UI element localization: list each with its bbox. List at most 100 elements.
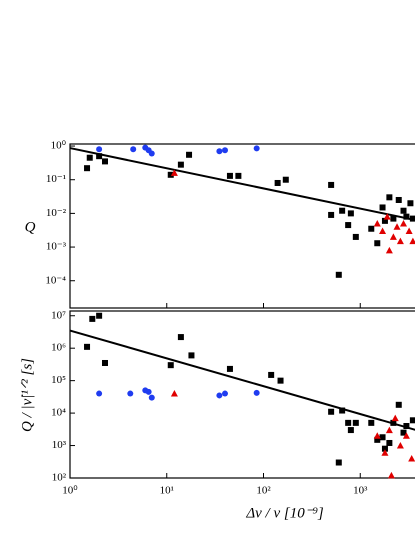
point [379, 434, 386, 441]
point [347, 427, 354, 434]
point [374, 240, 381, 247]
y-tick-label: 10⁰ [51, 140, 67, 152]
point [96, 390, 103, 397]
y-axis-label: Q [25, 219, 36, 235]
point [385, 426, 393, 434]
point [379, 204, 386, 211]
point [335, 271, 342, 278]
point [393, 223, 401, 230]
point [96, 146, 103, 153]
point [148, 150, 155, 157]
point [368, 225, 375, 232]
point [277, 377, 284, 384]
point [188, 352, 195, 359]
point [385, 246, 393, 254]
point [84, 343, 91, 350]
point [347, 210, 354, 217]
point [282, 176, 289, 183]
y-tick-label: 10⁵ [51, 374, 66, 386]
point [328, 181, 335, 188]
point [221, 390, 228, 397]
point [170, 390, 178, 397]
point [86, 154, 93, 161]
point [400, 429, 407, 436]
point [409, 215, 415, 222]
y-tick-label: 10⁻⁴ [45, 274, 66, 286]
point [409, 237, 415, 245]
point [368, 419, 375, 426]
point [379, 227, 387, 234]
point [268, 371, 275, 378]
point [409, 417, 415, 424]
point [383, 213, 391, 220]
point [339, 207, 346, 214]
point [253, 145, 260, 152]
point [170, 169, 178, 176]
point [89, 315, 96, 322]
point [339, 407, 346, 414]
point [381, 445, 388, 452]
point [386, 439, 393, 446]
y-tick-label: 10⁴ [51, 407, 66, 419]
point [389, 233, 397, 240]
y-tick-label: 10⁻² [46, 207, 67, 219]
point [402, 432, 410, 439]
x-tick-label: 10¹ [160, 485, 174, 497]
point [328, 408, 335, 415]
fit-line [69, 147, 415, 222]
y-tick-label: 10⁷ [51, 309, 66, 321]
point [381, 449, 389, 456]
point [345, 419, 352, 426]
point [167, 362, 174, 369]
point [403, 213, 410, 220]
point [145, 388, 152, 395]
plot-frame [69, 310, 415, 479]
point [345, 222, 352, 229]
x-tick-label: 10³ [353, 485, 368, 497]
y-tick-label: 10⁻³ [46, 241, 67, 253]
x-tick-label: 10² [256, 485, 271, 497]
point [127, 390, 134, 397]
point [396, 237, 404, 245]
point [226, 365, 233, 372]
point [226, 172, 233, 179]
point [84, 165, 91, 172]
point [400, 207, 407, 214]
point [400, 220, 408, 227]
fit-line [69, 329, 415, 431]
point [274, 179, 281, 186]
point [373, 432, 381, 439]
point [390, 215, 397, 222]
point [96, 153, 103, 160]
point [405, 227, 413, 234]
y-tick-label: 10³ [52, 439, 67, 451]
point [395, 196, 402, 203]
point [352, 233, 359, 240]
point [167, 171, 174, 178]
point [407, 200, 414, 207]
point [130, 146, 137, 153]
point [177, 161, 184, 168]
point [403, 423, 410, 430]
point [186, 151, 193, 158]
point [373, 220, 381, 227]
point [381, 217, 388, 224]
point [328, 211, 335, 218]
point [96, 312, 103, 319]
y-tick-label: 10⁶ [51, 342, 66, 354]
point [386, 194, 393, 201]
plot-frame [69, 143, 415, 309]
x-tick-label: 10⁰ [62, 485, 78, 497]
point [101, 158, 108, 165]
point [235, 172, 242, 179]
point [177, 334, 184, 341]
point [396, 442, 404, 449]
point [148, 394, 155, 401]
point [408, 454, 415, 462]
y-tick-label: 10⁻¹ [46, 173, 66, 185]
y-tick-label: 10² [52, 472, 67, 484]
point [395, 401, 402, 408]
point [216, 148, 223, 155]
point [374, 436, 381, 443]
